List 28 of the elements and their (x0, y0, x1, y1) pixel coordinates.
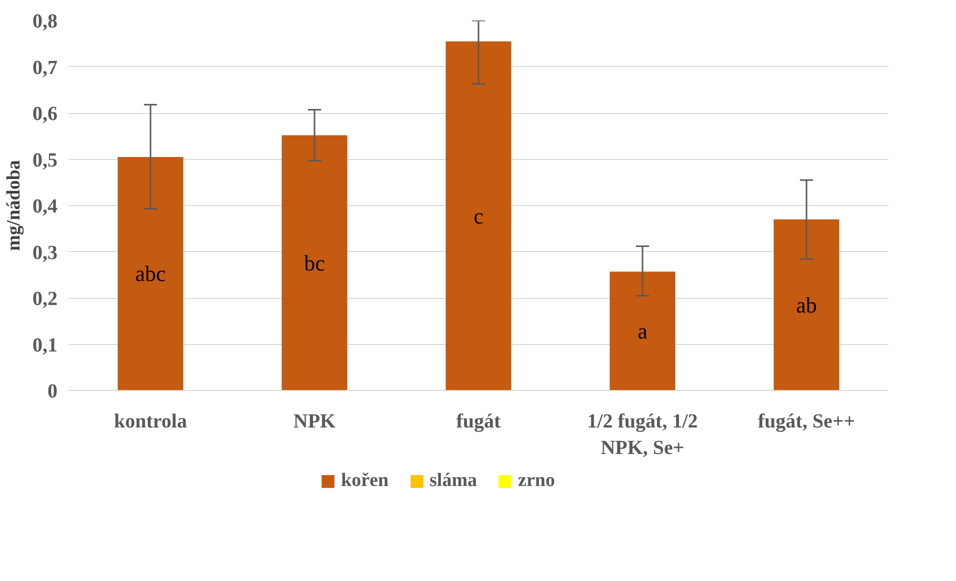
bar (446, 41, 512, 390)
annotation: ab (796, 292, 817, 318)
y-tick-label: 0,5 (32, 149, 58, 172)
x-tick-label: 1/2 fugát, 1/2 NPK, Se+ (587, 410, 698, 459)
y-tick-label: 0,7 (32, 56, 58, 79)
bar (282, 135, 348, 390)
y-tick-label: 0,2 (32, 288, 58, 310)
y-tick-label: 0 (48, 380, 58, 402)
bar (118, 156, 184, 390)
x-tick-label: fugát, Se++ (758, 410, 856, 432)
bar (774, 219, 840, 390)
y-tick-label: 0,4 (32, 196, 58, 218)
x-tick-label: fugát (456, 410, 502, 432)
annotation: a (638, 318, 648, 344)
legend-label: sláma (430, 470, 478, 492)
annotation: c (474, 203, 484, 228)
legend-label: kořen (341, 470, 389, 492)
x-tick-label: NPK (293, 410, 336, 432)
annotation: abc (135, 261, 166, 286)
annotation: bc (304, 250, 326, 276)
y-tick-label: 0,8 (32, 10, 58, 32)
y-tick-label: 0,6 (32, 103, 58, 125)
bar (610, 272, 676, 390)
y-axis-title: mg/nádoba (4, 160, 24, 251)
y-tick-label: 0,1 (32, 334, 58, 356)
y-tick-label: 0,3 (32, 242, 58, 264)
x-tick-label: kontrola (114, 410, 187, 432)
legend-label: zrno (518, 470, 555, 492)
